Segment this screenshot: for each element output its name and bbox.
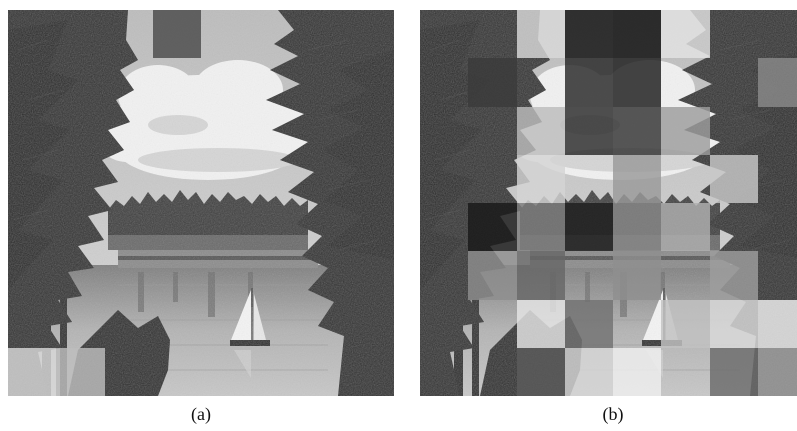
tampered-block: [613, 106, 662, 155]
tampered-block: [516, 10, 565, 59]
tampered-block: [757, 58, 797, 107]
tampered-block: [516, 299, 565, 348]
tampered-block: [613, 58, 662, 107]
tampered-block: [613, 203, 662, 252]
tampered-block: [757, 347, 797, 396]
tampered-block: [152, 10, 201, 59]
tampered-block: [564, 203, 613, 252]
tampered-block: [709, 299, 758, 348]
tampered-block: [564, 10, 613, 59]
tampered-block: [564, 106, 613, 155]
tampered-block: [661, 203, 710, 252]
tampered-block: [8, 347, 57, 396]
tampered-block: [516, 251, 565, 300]
tampered-block: [564, 347, 613, 396]
tampered-blocks-b: [420, 10, 797, 396]
tampered-block: [516, 106, 565, 155]
image-panel-b: [420, 10, 797, 396]
tampered-block: [516, 154, 565, 203]
tampered-block: [468, 203, 517, 252]
tampered-block: [468, 58, 517, 107]
tampered-block: [709, 251, 758, 300]
tampered-block: [757, 299, 797, 348]
tampered-block: [709, 154, 758, 203]
tampered-block: [661, 10, 710, 59]
tampered-block: [564, 299, 613, 348]
tampered-block: [661, 299, 710, 348]
tampered-block: [468, 251, 517, 300]
tampered-block: [661, 106, 710, 155]
tampered-block: [516, 203, 565, 252]
tampered-blocks-a: [8, 10, 394, 396]
caption-a: (a): [191, 404, 211, 424]
image-panel-a: [8, 10, 394, 396]
tampered-block: [564, 58, 613, 107]
tampered-block: [709, 347, 758, 396]
tampered-block: [613, 154, 662, 203]
tampered-block: [516, 347, 565, 396]
tampered-block: [56, 347, 105, 396]
tampered-block: [613, 251, 662, 300]
tampered-block: [613, 347, 662, 396]
tampered-block: [613, 10, 662, 59]
caption-b: (b): [602, 404, 624, 424]
